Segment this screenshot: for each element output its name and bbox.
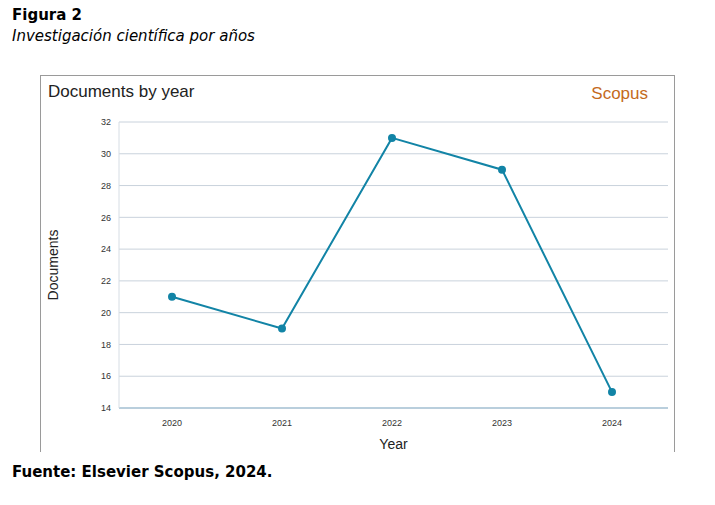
svg-text:2022: 2022: [382, 418, 402, 428]
svg-text:16: 16: [101, 371, 111, 381]
svg-text:Documents: Documents: [45, 230, 61, 301]
html-text:Investigación científica por a: Investigación científica por años: [12, 27, 255, 45]
svg-text:Year: Year: [379, 436, 408, 452]
svg-text:26: 26: [101, 213, 111, 223]
svg-text:20: 20: [101, 308, 111, 318]
svg-text:30: 30: [101, 149, 111, 159]
svg-text:2023: 2023: [492, 418, 512, 428]
html-text:Figura 2: Figura 2: [12, 6, 82, 24]
svg-text:18: 18: [101, 340, 111, 350]
svg-text:22: 22: [101, 276, 111, 286]
html-text:Scopus: Scopus: [591, 84, 648, 103]
svg-text:2024: 2024: [602, 418, 622, 428]
html-text:Fuente: Elsevier Scopus, 2024.: Fuente: Elsevier Scopus, 2024.: [12, 463, 273, 481]
html-text:Documents by year: Documents by year: [48, 82, 195, 101]
svg-text:2020: 2020: [162, 418, 182, 428]
svg-text:14: 14: [101, 403, 111, 413]
svg-text:24: 24: [101, 244, 111, 254]
svg-text:32: 32: [101, 117, 111, 127]
svg-text:28: 28: [101, 181, 111, 191]
svg-text:2021: 2021: [272, 418, 292, 428]
